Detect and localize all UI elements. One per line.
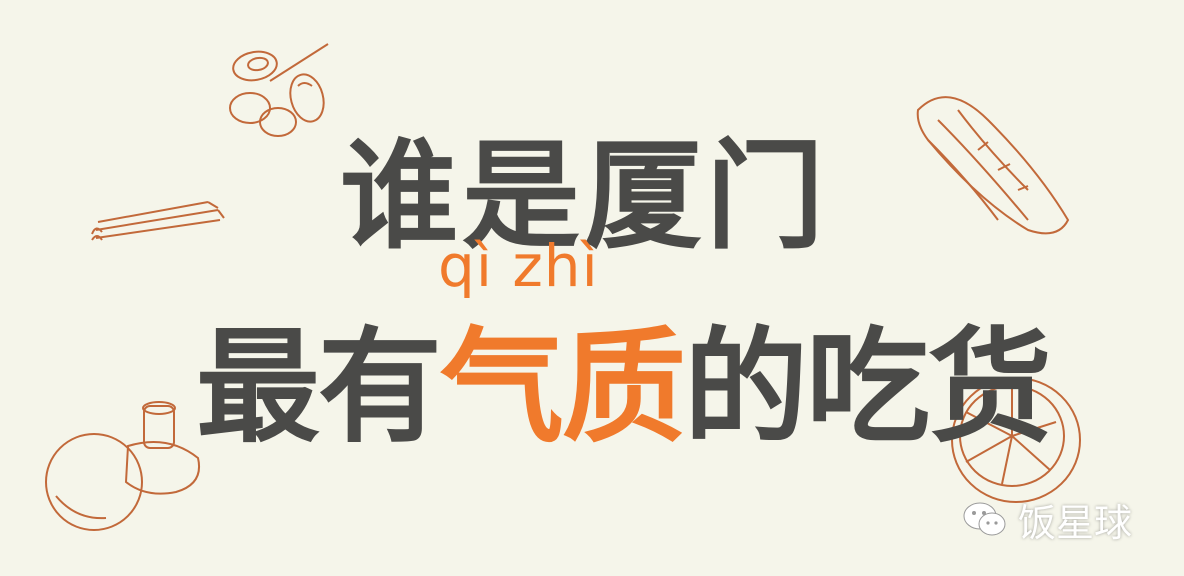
- scallions-icon: [91, 201, 225, 241]
- headline-line-1: 谁是厦门: [340, 126, 829, 265]
- mushroom-icon: [45, 401, 200, 531]
- headline-line-2-start: 最有: [196, 315, 442, 460]
- cabbage-icon: [916, 96, 1070, 235]
- olives-icon: [229, 43, 329, 137]
- headline-accent-word: 气质: [440, 315, 686, 460]
- headline-line-2: 最有气质的吃货: [196, 286, 1052, 466]
- headline-line-2-end: 的吃货: [684, 315, 1052, 460]
- watermark-text: 饭星球: [1018, 501, 1133, 545]
- orange-slice-icon: [951, 377, 1081, 503]
- wechat-icon: [963, 502, 1006, 535]
- watermark: 饭星球: [962, 492, 1132, 547]
- pinyin-annotation: qì zhì: [438, 232, 599, 300]
